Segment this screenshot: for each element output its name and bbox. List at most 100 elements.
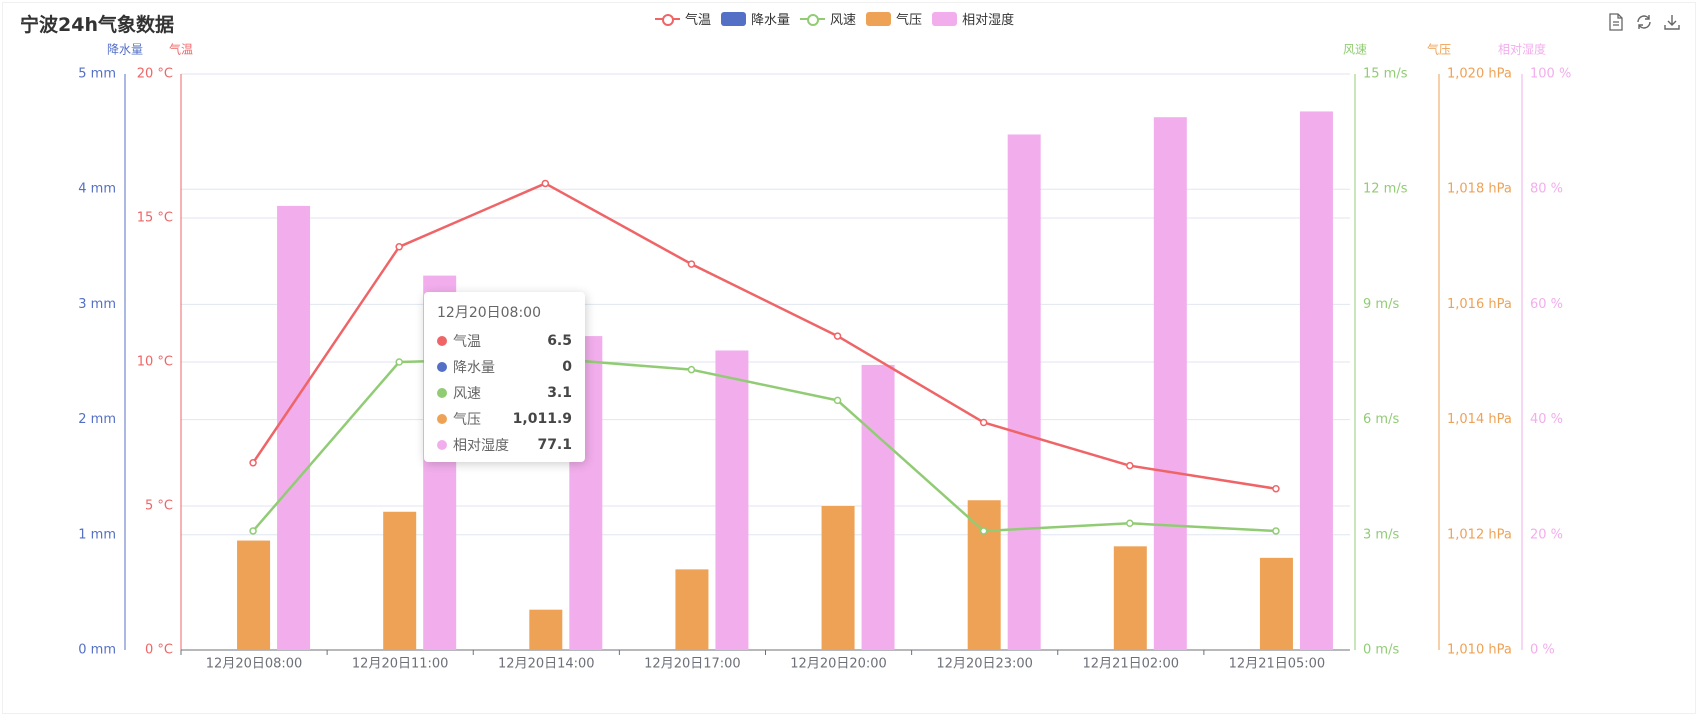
temp-point [979,418,988,427]
temp-series-line [252,182,1277,490]
humidity-tick-label: 40 % [1530,412,1563,427]
pressure-bar [1259,557,1293,650]
tooltip-time: 12月20日08:00 [437,305,541,321]
series-dot-icon [437,388,447,398]
wind-tick-label: 15 m/s [1363,67,1408,82]
humidity-bar [1153,117,1187,650]
temp-tick-label: 15 °C [137,211,173,226]
tooltip-row-humidity: 相对湿度 77.1 [437,432,572,458]
series-dot-icon [437,336,447,346]
pressure-tick-label: 1,020 hPa [1447,67,1512,82]
legend-line-marker-icon [800,12,826,26]
tooltip-series-value: 3.1 [547,385,572,401]
legend-item-wind-speed[interactable]: 风速 [800,9,856,28]
legend-item-humidity[interactable]: 相对湿度 [932,9,1014,28]
humidity-tick-label: 80 % [1530,182,1563,197]
toolbox [1607,13,1681,31]
humidity-tick-label: 0 % [1530,643,1555,658]
x-tick-label: 12月20日11:00 [352,657,449,672]
legend: 气温 降水量 风速 气压 相对湿度 [655,9,1014,28]
wind-tick-label: 0 m/s [1363,643,1399,658]
legend-bar-marker-icon [932,11,958,26]
precip-tick-label: 1 mm [78,527,116,542]
pressure-bar [529,609,563,650]
x-tick-label: 12月21日05:00 [1229,657,1326,672]
wind-series-line [252,356,1277,533]
pressure-bar [1113,546,1147,650]
wind-tick-label: 6 m/s [1363,412,1399,427]
x-tick-label: 12月20日20:00 [790,657,887,672]
legend-label: 降水量 [751,13,791,28]
wind-point [979,527,988,535]
pressure-tick-label: 1,012 hPa [1447,527,1512,542]
series-dot-icon [437,440,447,450]
x-tick-label: 12月21日02:00 [1083,657,1180,672]
pressure-tick-label: 1,014 hPa [1447,412,1512,427]
precip-tick-label: 4 mm [78,182,116,197]
temp-point [833,332,842,340]
pressure-bar [383,511,417,650]
humidity-tick-label: 60 % [1530,297,1563,312]
pressure-bar [237,540,271,650]
humidity-tick-label: 100 % [1530,67,1571,82]
legend-label: 风速 [830,13,857,28]
wind-axis-name: 风速 [1343,43,1367,57]
legend-item-pressure[interactable]: 气压 [866,9,922,28]
legend-bar-marker-icon [721,11,747,26]
tooltip-series-value: 6.5 [547,333,572,349]
precip-tick-label: 3 mm [78,297,116,312]
wind-point [249,527,257,535]
pressure-tick-label: 1,018 hPa [1447,182,1512,197]
legend-label: 气温 [685,13,712,28]
tooltip-series-value: 0 [562,359,572,375]
restore-icon[interactable] [1635,13,1653,31]
tooltip-row-pressure: 气压 1,011.9 [437,406,572,432]
wind-point [687,365,696,374]
legend-label: 气压 [896,13,923,28]
temp-point [687,260,696,268]
chart-title: 宁波24h气象数据 [20,14,174,36]
tooltip-series-value: 1,011.9 [512,411,572,427]
wind-tick-label: 3 m/s [1363,527,1399,542]
temp-point [541,179,550,188]
legend-item-temperature[interactable]: 气温 [655,9,711,28]
save-image-icon[interactable] [1663,13,1681,31]
humidity-tick-label: 20 % [1530,527,1563,542]
tooltip-series-name: 气压 [453,412,481,428]
temp-tick-label: 20 °C [137,67,173,82]
tooltip-series-name: 降水量 [453,360,495,376]
temp-tick-label: 5 °C [145,499,173,514]
tooltip-series-name: 气温 [453,334,481,350]
temp-tick-label: 0 °C [145,643,173,658]
legend-item-precipitation[interactable]: 降水量 [721,9,790,28]
temp-point [395,243,403,251]
tooltip-row-temperature: 气温 6.5 [437,328,572,354]
wind-tick-label: 9 m/s [1363,297,1399,312]
x-tick-label: 12月20日14:00 [498,657,595,672]
wind-point [1126,519,1134,528]
humidity-bar [1007,134,1041,651]
tooltip-row-precipitation: 降水量 0 [437,354,572,380]
temp-point [249,459,257,467]
legend-label: 相对湿度 [962,13,1015,28]
pressure-tick-label: 1,010 hPa [1447,643,1512,658]
humidity-axis-name: 相对湿度 [1498,42,1546,57]
series-dot-icon [437,414,447,424]
wind-point [1272,527,1280,535]
precip-tick-label: 5 mm [78,67,116,82]
pressure-axis-name: 气压 [1427,42,1451,57]
pressure-bar [821,506,855,650]
tooltip-series-name: 风速 [453,386,481,402]
data-view-icon[interactable] [1607,13,1625,31]
pressure-tick-label: 1,016 hPa [1447,297,1512,312]
series-dot-icon [437,362,447,372]
wind-tick-label: 12 m/s [1363,182,1408,197]
temp-point [1126,461,1134,470]
precip-tick-label: 0 mm [78,643,116,658]
tooltip: 12月20日08:00 气温 6.5 降水量 0 风速 3.1 气压 1,011… [424,292,585,462]
precip-tick-label: 2 mm [78,412,116,427]
x-tick-label: 12月20日08:00 [206,657,303,672]
humidity-bar [715,350,749,650]
